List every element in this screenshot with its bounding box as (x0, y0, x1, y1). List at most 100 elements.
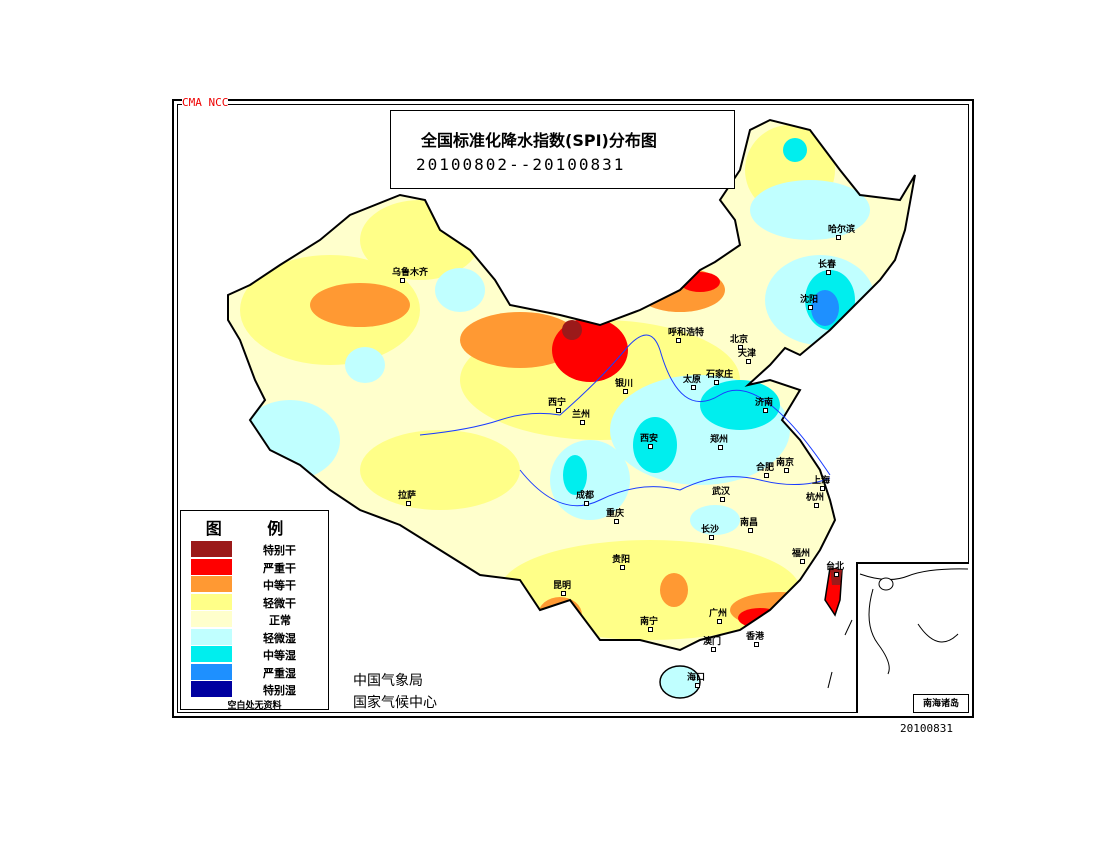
region-moderate-wet (563, 455, 587, 495)
city-label: 香港 (746, 632, 765, 642)
city-marker-icon (620, 565, 625, 570)
city-label: 南昌 (740, 518, 759, 528)
yangtze-river (519, 469, 831, 507)
city-marker-icon (695, 683, 700, 688)
city-label: 西安 (640, 434, 659, 444)
legend-item: 特别干 (191, 541, 321, 557)
city-label: 兰州 (572, 410, 591, 420)
city-label: 南宁 (640, 617, 659, 627)
legend-label: 轻微湿 (263, 631, 296, 645)
city-label: 南京 (776, 458, 795, 468)
region-slight-wet (750, 180, 870, 240)
city-marker-icon (623, 389, 628, 394)
city-marker-icon (836, 235, 841, 240)
date-stamp: 20100831 (900, 722, 953, 735)
city-marker-icon (746, 359, 751, 364)
city-marker-icon (709, 535, 714, 540)
city-marker-icon (826, 270, 831, 275)
city-label: 银川 (615, 379, 634, 389)
city-label: 哈尔滨 (828, 225, 856, 235)
map-frame-outer (172, 99, 974, 718)
city-marker-icon (800, 559, 805, 564)
map-title: 全国标准化降水指数(SPI)分布图 (421, 131, 657, 150)
city-marker-icon (754, 642, 759, 647)
city-marker-icon (648, 444, 653, 449)
city-marker-icon (556, 408, 561, 413)
region-severe-dry (738, 608, 782, 628)
city-label: 拉萨 (398, 491, 417, 501)
legend-label: 特别干 (263, 544, 296, 557)
city-marker-icon (720, 497, 725, 502)
city-label: 上海 (812, 476, 831, 486)
legend-item: 正常 (191, 611, 321, 627)
legend-swatch (191, 558, 232, 575)
city-label: 石家庄 (706, 370, 734, 380)
city-marker-icon (834, 572, 839, 577)
region-slight-wet (345, 347, 385, 383)
city-label: 台北 (826, 562, 845, 572)
city-label: 北京 (730, 335, 749, 345)
legend-item: 轻微湿 (191, 628, 321, 645)
legend-label: 轻微干 (263, 596, 296, 610)
city-marker-icon (584, 501, 589, 506)
city-marker-icon (711, 647, 716, 652)
city-marker-icon (763, 408, 768, 413)
hainan-island (659, 665, 701, 699)
legend-swatch (191, 593, 232, 610)
south-china-sea-inset (856, 562, 969, 713)
legend-item: 严重湿 (191, 663, 321, 680)
city-label: 海口 (687, 673, 706, 683)
national-border (227, 118, 916, 652)
region-slight-wet (435, 268, 485, 312)
title-box: 全国标准化降水指数(SPI)分布图 20100802--20100831 (390, 110, 735, 189)
city-label: 沈阳 (800, 295, 819, 305)
city-marker-icon (614, 519, 619, 524)
legend-item: 轻微干 (191, 593, 321, 610)
region-severe-wet (811, 290, 839, 326)
org-label: CMA NCC (182, 96, 229, 109)
city-label: 济南 (755, 398, 774, 408)
region-moderate-dry (310, 283, 410, 327)
city-marker-icon (561, 591, 566, 596)
agency-ncc: 国家气候中心 (353, 695, 437, 711)
city-marker-icon (820, 486, 825, 491)
city-marker-icon (738, 345, 743, 350)
legend-label: 正常 (269, 614, 291, 627)
city-marker-icon (648, 627, 653, 632)
city-marker-icon (764, 473, 769, 478)
legend-item: 严重干 (191, 558, 321, 575)
region-moderate-dry (660, 573, 688, 607)
city-label: 天津 (738, 349, 757, 359)
legend-item: 中等干 (191, 576, 321, 592)
city-marker-icon (748, 528, 753, 533)
legend-label: 严重干 (263, 561, 296, 575)
inset-map (859, 568, 969, 675)
city-label: 武汉 (712, 487, 731, 497)
city-marker-icon (718, 445, 723, 450)
legend-swatch (191, 576, 232, 592)
region-slight-dry (360, 430, 520, 510)
city-label: 成都 (576, 491, 595, 501)
city-marker-icon (406, 501, 411, 506)
city-marker-icon (808, 305, 813, 310)
city-marker-icon (580, 420, 585, 425)
legend-swatch (191, 541, 232, 557)
city-label: 西宁 (548, 398, 567, 408)
legend-item: 中等湿 (191, 646, 321, 662)
region-moderate-wet (700, 380, 780, 430)
city-marker-icon (400, 278, 405, 283)
city-label: 昆明 (553, 581, 572, 591)
city-label: 呼和浩特 (668, 328, 705, 338)
city-marker-icon (691, 385, 696, 390)
legend-swatch (191, 646, 232, 662)
legend-label: 中等干 (263, 579, 296, 592)
city-label: 乌鲁木齐 (392, 268, 429, 278)
city-label: 郑州 (710, 435, 729, 445)
city-label: 长沙 (701, 525, 720, 535)
legend-label: 特别湿 (263, 684, 296, 697)
city-marker-icon (784, 468, 789, 473)
region-moderate-wet (633, 417, 677, 473)
legend-title: 图 例 (205, 519, 304, 538)
legend: 图 例 特别干 严重干 中等干 轻微干 正常 轻微湿 中等湿 严重湿 特别湿 空白处无资料 (180, 510, 329, 711)
